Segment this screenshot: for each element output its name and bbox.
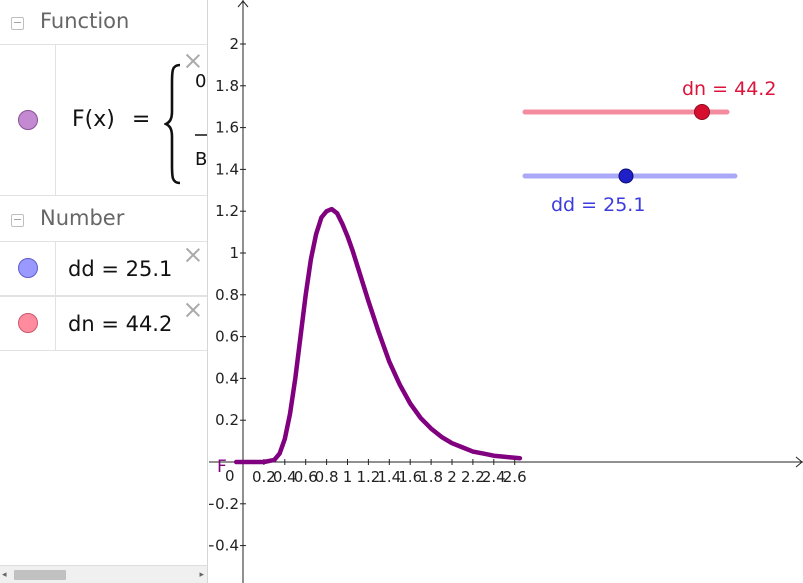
delete-dd-icon[interactable] <box>185 247 201 263</box>
y-axis-arrow-icon <box>237 0 249 8</box>
number-group-label: Number <box>40 206 125 230</box>
visibility-toggle-dd[interactable] <box>18 258 38 278</box>
algebra-horizontal-scrollbar[interactable]: ◂ ▸ <box>0 565 207 583</box>
y-tick-label: 1.4 <box>215 160 239 178</box>
x-tick-label: 0.6 <box>294 468 318 486</box>
x-tick-label: 0.2 <box>252 468 276 486</box>
scroll-left-icon[interactable]: ◂ <box>2 570 7 580</box>
x-tick-label: 0.8 <box>315 468 339 486</box>
visibility-toggle-f[interactable] <box>18 110 38 130</box>
function-group-header[interactable]: − Function <box>0 0 207 44</box>
x-tick-label: 0.4 <box>273 468 297 486</box>
delete-function-icon[interactable] <box>185 53 201 69</box>
number-row-dn[interactable]: dn = 44.2 <box>0 296 207 351</box>
slider-dd[interactable]: dd = 25.1 <box>522 168 738 216</box>
function-group-label: Function <box>40 9 130 33</box>
coordinate-plane[interactable]: 0.20.40.60.8 1 1.21.41.61.8 2 2.22.42.6 0.20… <box>203 0 803 583</box>
y-tick-label: 0.2 <box>215 411 239 429</box>
scrollbar-thumb[interactable] <box>14 570 66 580</box>
collapse-function-group-icon[interactable]: − <box>11 16 24 30</box>
x-tick-label: 1.8 <box>419 468 443 486</box>
y-tick-label: 1.6 <box>215 119 239 137</box>
slider-dn-knob[interactable] <box>694 104 710 120</box>
y-tick-label: −0.2 <box>209 495 239 513</box>
origin-label: 0 <box>225 467 235 485</box>
x-ticks: 0.20.40.60.8 1 1.21.41.61.8 2 2.22.42.6 <box>252 459 527 486</box>
piecewise-brace: 0 B <box>164 63 207 185</box>
y-tick-label: 1.8 <box>215 77 239 95</box>
x-tick-label: 2 <box>447 468 457 486</box>
number-dd-text: dd = 25.1 <box>68 257 173 281</box>
piece-bottom-text: B <box>195 149 207 170</box>
y-tick-label: −0.4 <box>209 537 239 555</box>
visibility-toggle-dn[interactable] <box>18 313 38 333</box>
x-tick-label: 2.6 <box>503 468 527 486</box>
slider-dn[interactable]: dn = 44.2 <box>522 78 776 120</box>
y-ticks: 0.2 0.4 0.6 0.8 1 1.2 1.4 1.6 1.8 2 −0.2 −0.4 <box>203 35 246 555</box>
function-row-f[interactable]: F(x) = 0 B <box>0 44 207 196</box>
x-tick-label: 1.4 <box>377 468 401 486</box>
y-tick-label: 0.6 <box>215 328 239 346</box>
x-tick-label: 2.2 <box>461 468 485 486</box>
function-equals: = <box>131 107 151 132</box>
x-tick-label: 1 <box>343 468 353 486</box>
x-tick-label: 1.6 <box>398 468 422 486</box>
scroll-right-icon[interactable]: ▸ <box>199 570 204 580</box>
slider-dn-label: dn = 44.2 <box>682 78 776 100</box>
x-tick-label: 2.4 <box>482 468 506 486</box>
slider-dd-label: dd = 25.1 <box>551 194 645 216</box>
function-name: F(x) <box>72 107 115 132</box>
function-curve-f[interactable] <box>233 206 523 465</box>
slider-dd-knob[interactable] <box>618 168 634 184</box>
piece-top-text: 0 <box>195 71 206 92</box>
y-tick-label: 1 <box>229 244 239 262</box>
graphics-view[interactable]: 0.2 0.4 0.6 0.8 1 1.2 1.4 1.6 1.8 2 2.2 2.4 2.6 0.2 0… <box>203 0 803 583</box>
algebra-view: − Function F(x) = 0 B − Number dd = 25.1… <box>0 0 208 583</box>
collapse-number-group-icon[interactable]: − <box>11 213 24 227</box>
curve-label-f: F <box>217 457 227 477</box>
delete-dn-icon[interactable] <box>185 302 201 318</box>
number-group-header[interactable]: − Number <box>0 197 207 241</box>
y-tick-label: 1.2 <box>215 202 239 220</box>
number-row-dd[interactable]: dd = 25.1 <box>0 241 207 296</box>
y-tick-label: 0.4 <box>215 369 239 387</box>
x-tick-label: 1.2 <box>356 468 380 486</box>
x-axis-arrow-icon <box>795 456 803 468</box>
axes <box>209 0 803 583</box>
y-tick-label: 0.8 <box>215 286 239 304</box>
y-tick-label: 2 <box>229 35 239 53</box>
number-dn-text: dn = 44.2 <box>68 312 173 336</box>
